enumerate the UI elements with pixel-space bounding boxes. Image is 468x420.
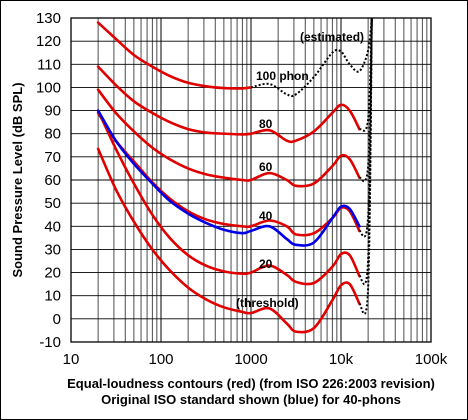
x-tick-label: 1000 [234,351,267,368]
y-tick-label: 0 [53,311,61,328]
y-tick-label: 130 [36,10,61,27]
annotation-60-phon: 60 [259,160,273,174]
contour-curve-1 [96,65,361,144]
x-axis-label-line-1: Equal-loudness contours (red) (from ISO … [67,376,435,391]
annotation-20-phon: 20 [259,257,273,271]
contour-curve-4 [96,109,361,286]
contour-curve-5 [96,147,361,334]
contour-estimated-segment-0 [250,17,373,98]
y-tick-label: 80 [44,126,61,143]
annotation-80-phon: 80 [259,117,273,131]
y-tick-label: 110 [37,56,61,73]
contour-estimated-segment-3 [358,17,373,238]
y-tick-label: 50 [44,195,61,212]
contour-estimated-segment-2 [358,17,373,183]
contour-estimated-segment-5 [358,17,373,315]
x-tick-label: 100 [148,351,173,368]
x-tick-label: 10 [63,351,80,368]
x-tick-labels: 10 100 1000 10k 100k [63,351,448,368]
contour-curve-2 [96,88,361,188]
y-tick-label: 30 [44,241,61,258]
y-tick-label: 40 [44,218,61,235]
y-tick-label: 120 [36,33,61,50]
y-tick-label: 100 [36,79,61,96]
x-tick-label: 10k [329,351,354,368]
annotation-estimated: (estimated) [300,30,364,44]
y-tick-label: -10 [39,334,61,351]
y-tick-label: 10 [44,288,61,305]
y-tick-label: 90 [44,103,61,120]
annotation-40-phon: 40 [259,209,273,223]
y-tick-label: 70 [44,149,61,166]
y-tick-label: 60 [44,172,61,189]
annotation-100-phon: 100 phon [256,69,309,83]
contour-curve-0 [96,21,253,90]
plot-area-border [70,17,432,343]
x-tick-label: 100k [415,351,448,368]
x-axis-label-line-2: Original ISO standard shown (blue) for 4… [101,392,401,407]
y-axis-label: Sound Pressure Level (dB SPL) [10,82,25,277]
iso-original-40-phon-curve [96,109,361,247]
series-group [96,17,373,334]
y-tick-label: 20 [44,265,61,282]
annotation-threshold: (threshold) [236,296,299,310]
